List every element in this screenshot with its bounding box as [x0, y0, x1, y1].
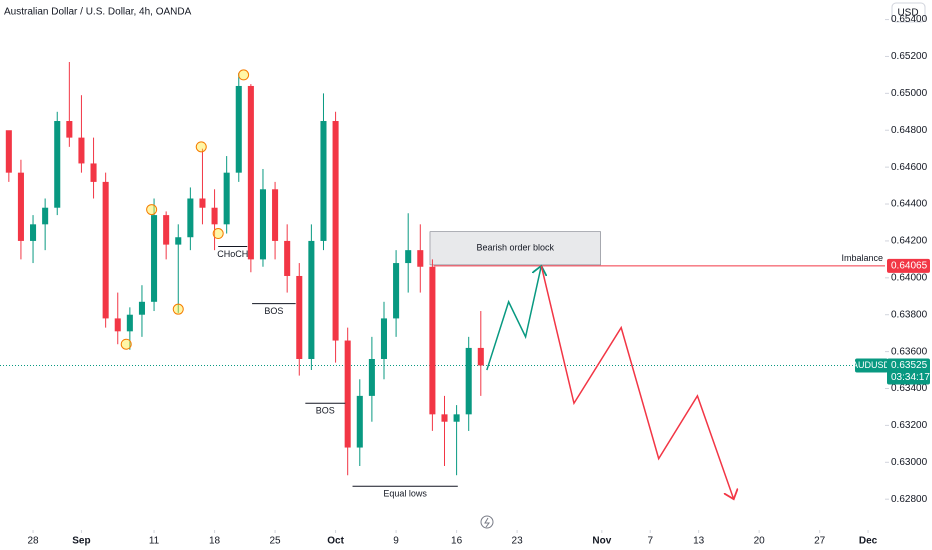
pivot-marker — [172, 303, 184, 315]
last-price: 0.63525 — [891, 360, 928, 371]
candle-body — [247, 85, 254, 260]
x-tick-label: 13 — [693, 536, 705, 547]
y-tick-label: 0.65000 — [891, 88, 928, 99]
structure-label: BOS — [316, 406, 335, 416]
candle-body — [187, 198, 194, 238]
candle-body — [17, 172, 24, 241]
y-tick-label: 0.64600 — [891, 162, 928, 173]
imbalance-price: 0.64065 — [891, 260, 928, 271]
pivot-marker — [146, 204, 158, 216]
y-tick-label: 0.65400 — [891, 14, 928, 25]
candle-body — [272, 189, 279, 241]
candle-body — [477, 347, 484, 366]
candle-body — [441, 414, 448, 422]
candle-body — [223, 172, 230, 225]
candle-body — [90, 163, 97, 182]
projection-path — [486, 266, 541, 371]
event-icon-bolt — [484, 517, 490, 528]
candle-body — [78, 137, 85, 164]
candle-body — [66, 121, 73, 138]
candle-body — [30, 224, 37, 241]
pivot-marker — [195, 141, 207, 153]
x-tick-label: 18 — [209, 536, 221, 547]
symbol-box — [855, 358, 888, 373]
candle-body — [405, 250, 412, 264]
candle-body — [284, 240, 291, 276]
candle-body — [380, 318, 388, 359]
candle-body — [102, 181, 109, 319]
x-tick-label: Oct — [327, 536, 344, 547]
x-tick-label: 11 — [149, 536, 160, 547]
candle-body — [429, 266, 436, 415]
candle-body — [417, 250, 424, 267]
y-tick-label: 0.63800 — [891, 309, 928, 320]
candle-body — [368, 358, 375, 396]
candle-body — [163, 215, 170, 245]
structure-label: CHoCH — [217, 249, 248, 259]
event-icon[interactable] — [480, 515, 494, 529]
candle-body — [332, 121, 339, 341]
x-tick-label: Nov — [592, 536, 611, 547]
y-tick-label: 0.64800 — [891, 125, 928, 136]
chart-title: Australian Dollar / U.S. Dollar, 4h, OAN… — [4, 7, 192, 18]
currency-button[interactable] — [891, 2, 926, 23]
candle-body — [465, 347, 472, 415]
order-block — [429, 231, 601, 266]
candle-body — [199, 198, 206, 208]
candle-body — [259, 189, 266, 260]
projection-path — [540, 265, 733, 499]
candle-body — [211, 207, 218, 225]
candle-body — [175, 237, 182, 245]
candle-body — [114, 318, 121, 332]
candle-body — [393, 263, 400, 319]
x-tick-label: 27 — [814, 536, 826, 547]
candle-body — [344, 340, 351, 448]
currency-label[interactable]: USD — [897, 8, 918, 19]
countdown: 03:34:17 — [891, 372, 930, 383]
y-tick-label: 0.63000 — [891, 457, 928, 468]
candle-body — [356, 395, 363, 448]
y-tick-label: 0.63600 — [891, 346, 928, 357]
candle-body — [54, 121, 61, 208]
x-tick-label: 9 — [393, 536, 399, 547]
candle-body — [320, 121, 327, 241]
x-tick-label: 28 — [27, 536, 39, 547]
x-tick-label: Dec — [859, 536, 878, 547]
candle-body — [126, 314, 133, 332]
candle-body — [453, 414, 460, 422]
y-tick-label: 0.63400 — [891, 383, 928, 394]
x-tick-label: Sep — [72, 536, 90, 547]
y-tick-label: 0.63200 — [891, 420, 928, 431]
imbalance-price-box — [887, 258, 930, 273]
candle-body — [151, 215, 158, 302]
last-price-box — [887, 358, 930, 385]
y-tick-label: 0.64000 — [891, 272, 928, 283]
candle-body — [308, 240, 315, 359]
y-tick-label: 0.62800 — [891, 494, 928, 505]
x-tick-label: 20 — [754, 536, 766, 547]
symbol-label: AUDUSD — [852, 360, 891, 370]
candle-body — [42, 207, 49, 225]
pivot-marker — [212, 228, 224, 240]
x-tick-label: 16 — [451, 536, 463, 547]
pivot-marker — [120, 338, 132, 350]
y-tick-label: 0.64200 — [891, 236, 928, 247]
x-tick-label: 23 — [512, 536, 524, 547]
candle-body — [235, 85, 242, 173]
y-tick-label: 0.65200 — [891, 51, 928, 62]
x-tick-label: 7 — [647, 536, 653, 547]
candle-body — [5, 130, 12, 173]
structure-label: BOS — [264, 306, 283, 316]
imbalance-label: Imbalance — [841, 253, 883, 263]
x-tick-label: 25 — [270, 536, 282, 547]
order-block-label: Bearish order block — [477, 243, 555, 253]
candle-body — [138, 301, 145, 315]
candle-body — [296, 275, 303, 359]
pivot-marker — [238, 69, 250, 81]
structure-label: Equal lows — [383, 489, 427, 499]
y-tick-label: 0.64400 — [891, 199, 928, 210]
